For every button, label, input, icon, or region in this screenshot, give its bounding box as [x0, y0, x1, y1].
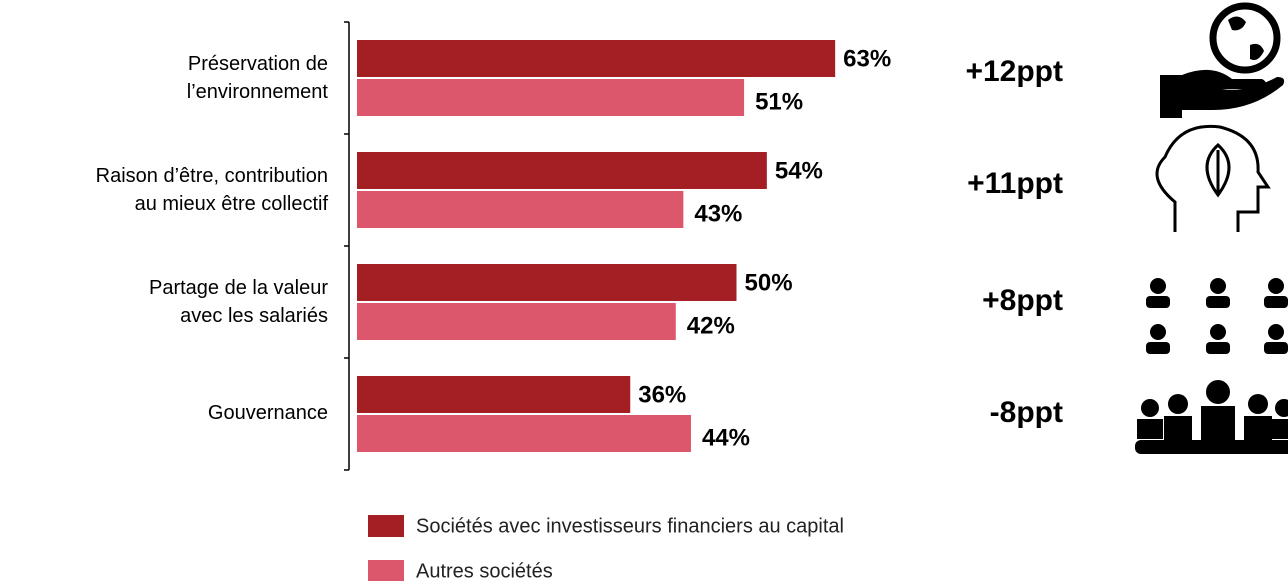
bar — [357, 40, 836, 77]
category-label-line: avec les salariés — [180, 305, 328, 327]
bar — [357, 303, 676, 340]
value-label: 43% — [694, 200, 742, 227]
globe-land — [1228, 16, 1264, 61]
people-icon — [1146, 278, 1288, 354]
legend-label: Autres sociétés — [416, 560, 553, 581]
hand-icon — [1160, 69, 1285, 118]
category-label-line: Raison d’être, contribution — [96, 165, 328, 187]
category-label-line: Partage de la valeur — [149, 277, 328, 299]
category-label-line: au mieux être collectif — [135, 193, 329, 215]
category-label: Préservation de l’environnement — [187, 53, 329, 103]
category-label-line: Gouvernance — [208, 402, 328, 424]
legend-swatch — [368, 560, 404, 581]
meeting-icon — [1135, 380, 1288, 454]
difference-annotation: +12ppt — [965, 55, 1063, 88]
value-label: 63% — [843, 45, 891, 72]
bar — [357, 191, 684, 228]
value-label: 36% — [638, 381, 686, 408]
bar — [357, 415, 691, 452]
category-label: Raison d’être, contribution au mieux être… — [96, 165, 329, 215]
head-icon — [1155, 124, 1271, 232]
difference-annotation: -8ppt — [990, 396, 1063, 429]
category-label-line: l’environnement — [187, 81, 329, 103]
difference-annotation: +11ppt — [967, 167, 1063, 200]
difference-annotation: +8ppt — [982, 284, 1063, 317]
category-label: Gouvernance — [208, 402, 328, 424]
bar — [357, 79, 745, 116]
legend-swatch — [368, 515, 404, 537]
value-label: 51% — [755, 88, 803, 115]
legend-label: Sociétés avec investisseurs financiers a… — [416, 515, 844, 537]
bar — [357, 264, 737, 301]
category-label-line: Préservation de — [188, 53, 328, 75]
value-label: 44% — [702, 424, 750, 451]
value-label: 54% — [775, 157, 823, 184]
category-label: Partage de la valeur avec les salariés — [149, 277, 328, 327]
globe-icon — [1209, 2, 1281, 74]
value-label: 50% — [745, 269, 793, 296]
value-label: 42% — [687, 312, 735, 339]
bar — [357, 152, 767, 189]
leaf-icon — [1205, 142, 1231, 198]
bar — [357, 376, 631, 413]
icons — [1135, 2, 1288, 454]
